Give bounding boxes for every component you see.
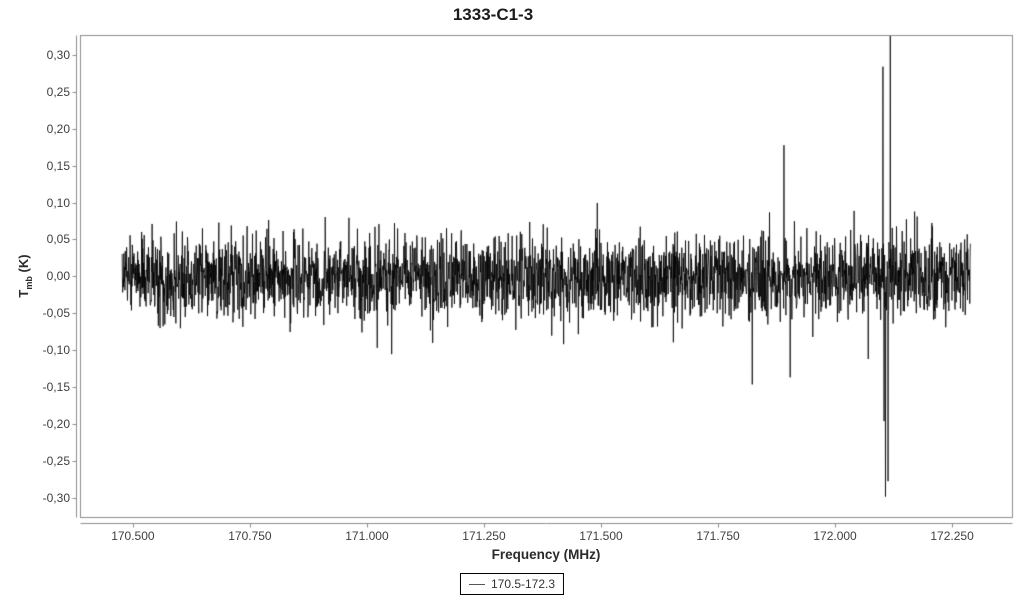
y-axis-title-sub: mb <box>23 276 34 290</box>
y-axis-title-main: T <box>16 289 32 298</box>
x-tick-label: 171.000 <box>345 529 389 543</box>
x-tick-label: 171.750 <box>696 529 740 543</box>
x-tick-label: 172.250 <box>930 529 974 543</box>
y-axis-title: Tmb (K) <box>16 254 34 297</box>
y-tick-label: 0,25 <box>46 84 70 99</box>
y-tick-label: 0,20 <box>46 121 70 136</box>
x-tick-label: 171.250 <box>462 529 506 543</box>
x-tick-label: 172.000 <box>813 529 857 543</box>
y-tick-label: 0,05 <box>46 232 70 247</box>
y-tick-label: 0,10 <box>46 195 70 210</box>
y-tick-label: -0,15 <box>42 380 70 395</box>
y-tick-label: -0,10 <box>42 343 70 358</box>
x-tick-label: 170.750 <box>228 529 272 543</box>
legend-label: 170.5-172.3 <box>490 577 556 591</box>
y-tick-label: -0,25 <box>42 453 70 468</box>
y-tick-label: 0,15 <box>46 158 70 173</box>
y-tick-label: -0,20 <box>42 416 70 431</box>
y-tick-label: 0,00 <box>46 269 70 284</box>
x-tick-label: 170.500 <box>111 529 155 543</box>
x-axis-title: Frequency (MHz) <box>491 547 601 562</box>
y-tick-label: -0,05 <box>42 306 70 321</box>
legend: 170.5-172.3 <box>459 573 565 595</box>
legend-line-sample-icon <box>468 583 485 585</box>
y-axis-title-unit: (K) <box>16 254 32 277</box>
x-tick-label: 171.500 <box>579 529 623 543</box>
y-tick-label: -0,30 <box>42 490 70 505</box>
y-tick-label: 0,30 <box>46 47 70 62</box>
